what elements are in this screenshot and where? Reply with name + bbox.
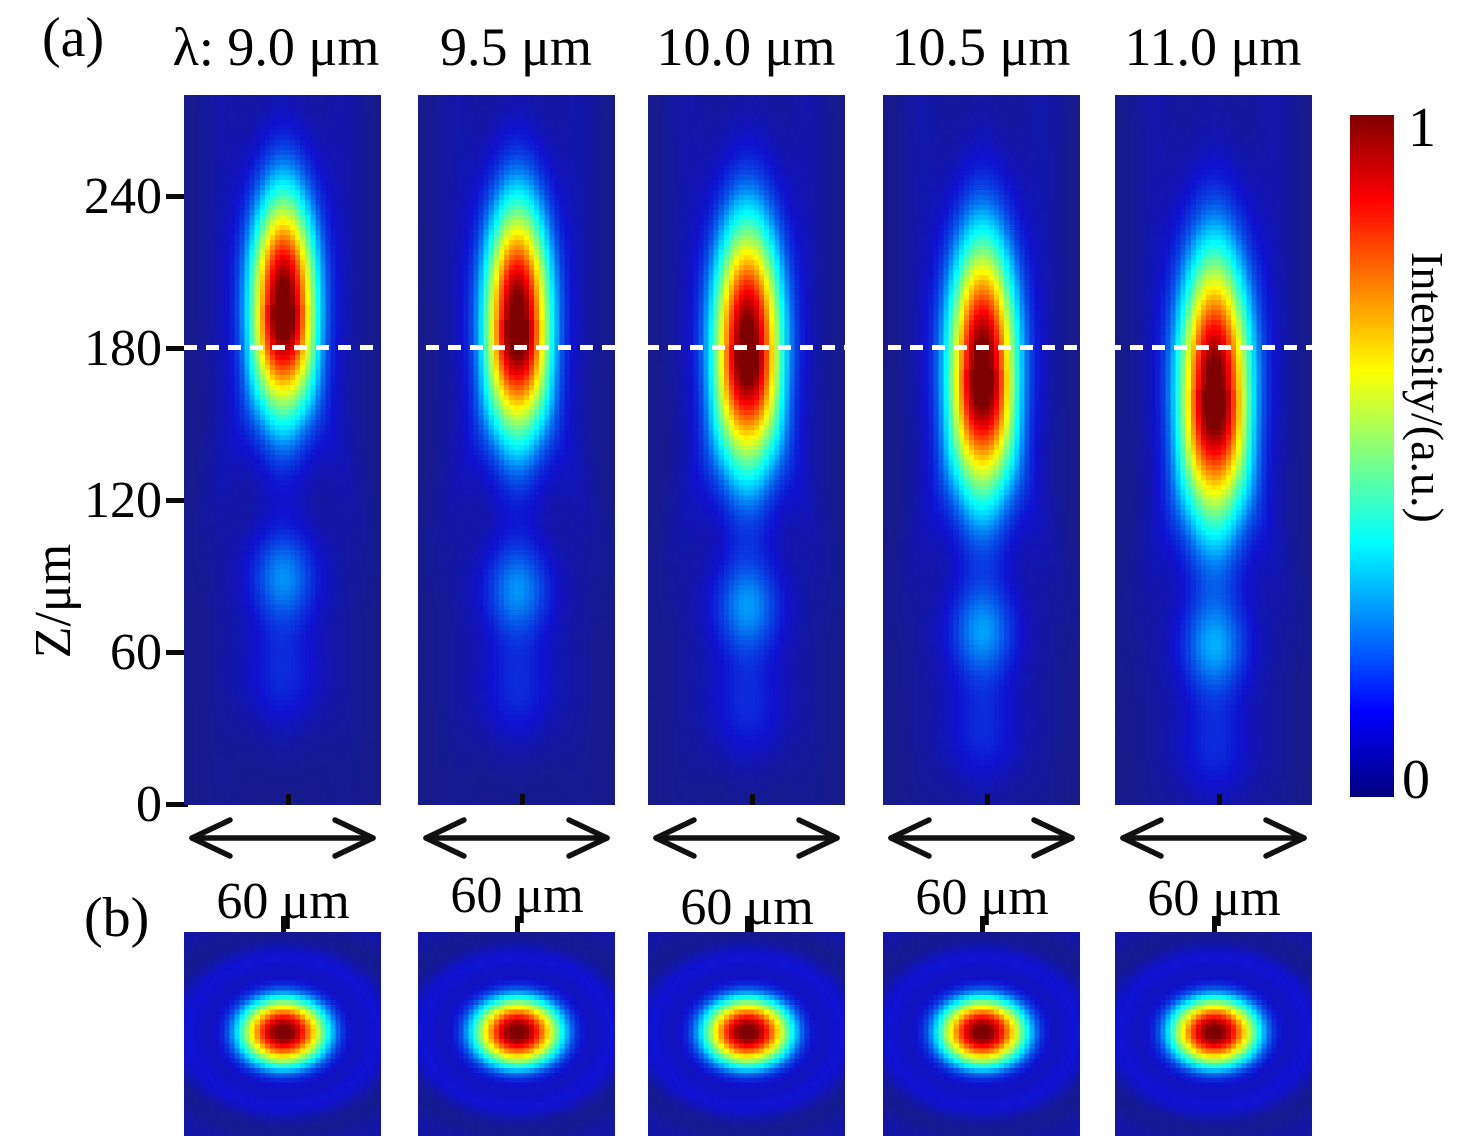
- map-top-tick: [515, 916, 520, 932]
- scale-arrow: [1120, 817, 1307, 859]
- panel-a-label: (a): [42, 7, 105, 69]
- map-top-tick: [745, 916, 750, 932]
- z-tickmark-120: [166, 498, 188, 503]
- panel-a-heatmap-11.0um: [1115, 95, 1312, 805]
- map-top-tick: [980, 916, 985, 932]
- colorbar-axis-label: Intensity/(a.u.): [1402, 252, 1453, 523]
- scale-bar-label: 60 μm: [915, 869, 1049, 926]
- z-tickmark-60: [166, 650, 188, 655]
- z-tickmark-240: [166, 194, 188, 199]
- column-title-10.0um: 10.0 μm: [656, 17, 836, 77]
- scale-arrow: [189, 817, 376, 859]
- intensity-colorbar: [1350, 115, 1394, 797]
- z-tick-60: 60: [110, 624, 162, 681]
- column-title-9.5um: 9.5 μm: [440, 17, 592, 77]
- map-bottom-tick: [520, 794, 525, 805]
- z-tick-120: 120: [84, 472, 162, 529]
- panel-b-heatmap-10.5um: [883, 932, 1080, 1136]
- scale-arrow: [888, 817, 1075, 859]
- z-tickmark-180: [166, 346, 188, 351]
- column-title-10.5um: 10.5 μm: [891, 17, 1071, 77]
- panel-b-heatmap-10.0um: [648, 932, 845, 1136]
- scale-bar-label: 60 μm: [1147, 870, 1281, 927]
- z-tick-180: 180: [84, 320, 162, 377]
- z-tickmark-0: [166, 802, 188, 807]
- z-tick-240: 240: [84, 168, 162, 225]
- panel-b-heatmap-9.0um: [184, 932, 381, 1136]
- map-bottom-tick: [1217, 794, 1222, 805]
- z-tick-0: 0: [136, 776, 162, 833]
- map-top-tick: [1212, 916, 1217, 932]
- panel-a-heatmap-10.5um: [883, 95, 1080, 805]
- panel-b-heatmap-11.0um: [1115, 932, 1312, 1136]
- panel-a-heatmap-9.5um: [418, 95, 615, 805]
- panel-a-heatmap-10.0um: [648, 95, 845, 805]
- map-top-tick: [281, 916, 286, 932]
- scale-arrow: [653, 817, 840, 859]
- panel-a-heatmap-9.0um: [184, 95, 381, 805]
- scale-arrow: [423, 817, 610, 859]
- map-bottom-tick: [286, 794, 291, 805]
- colorbar-max-label: 1: [1408, 97, 1436, 159]
- column-title-11.0um: 11.0 μm: [1124, 17, 1302, 77]
- map-bottom-tick: [750, 794, 755, 805]
- panel-b-heatmap-9.5um: [418, 932, 615, 1136]
- focal-plane-dashed-line: [184, 345, 1312, 350]
- scale-bar-label: 60 μm: [450, 867, 584, 924]
- colorbar-min-label: 0: [1402, 749, 1430, 811]
- map-bottom-tick: [985, 794, 990, 805]
- panel-b-label: (b): [84, 887, 150, 949]
- column-title-9.0um: λ: 9.0 μm: [172, 17, 380, 77]
